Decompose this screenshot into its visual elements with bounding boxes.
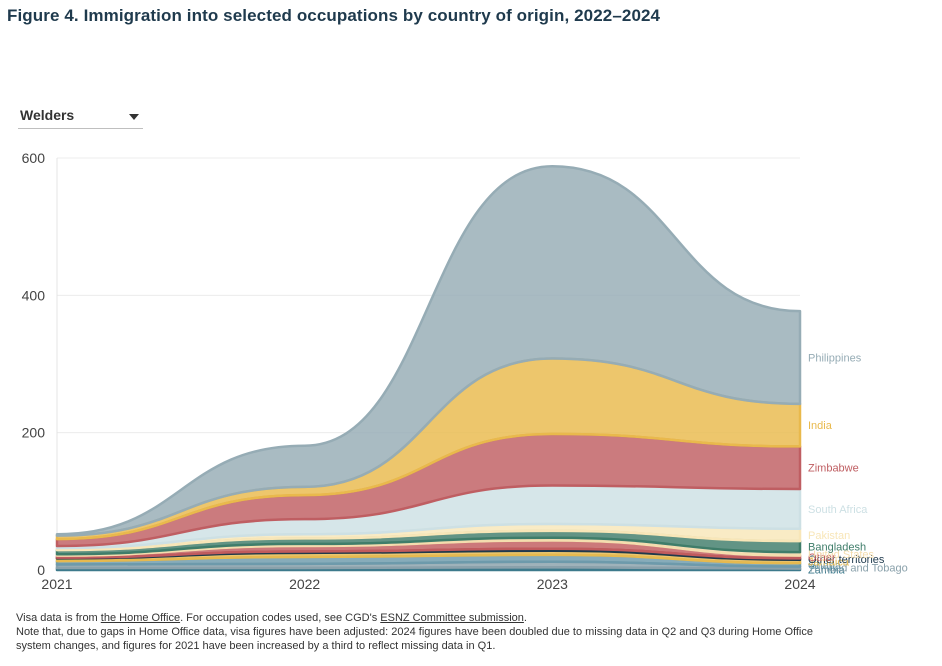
- esnz-submission-link[interactable]: ESNZ Committee submission: [380, 612, 524, 624]
- footer-notes: Visa data is from the Home Office. For o…: [16, 611, 926, 653]
- footer-text: .: [523, 612, 527, 624]
- footer-line-source: Visa data is from the Home Office. For o…: [16, 611, 926, 625]
- chevron-down-icon[interactable]: [129, 114, 139, 120]
- series-label-jamaica: Jamaica: [808, 556, 850, 568]
- footer-line-note-cont: system changes, and figures for 2021 hav…: [16, 640, 496, 652]
- y-tick-label: 400: [22, 287, 46, 303]
- area-philippines: [55, 164, 802, 537]
- y-axis: 0 200 400 600: [22, 150, 46, 578]
- home-office-link[interactable]: the Home Office: [100, 612, 181, 624]
- footer-line-note: Note that, due to gaps in Home Office da…: [16, 626, 813, 638]
- series-label-ghana: Ghana: [808, 560, 842, 572]
- series-label-zambia: Zambia: [808, 564, 846, 576]
- area-series: [55, 164, 802, 572]
- y-tick-label: 200: [22, 425, 46, 441]
- footer-text: Visa data is from: [16, 612, 101, 624]
- chart-title: Figure 4. Immigration into selected occu…: [7, 6, 661, 25]
- series-label-trinidad-and-tobago: Trinidad and Tobago: [808, 563, 908, 575]
- series-label-bangladesh: Bangladesh: [808, 542, 866, 554]
- y-tick-label: 0: [37, 562, 45, 578]
- series-label-south-africa: South Africa: [808, 504, 868, 516]
- x-axis: 2021 2022 2023 2024: [41, 576, 815, 592]
- series-label-india: India: [808, 420, 833, 432]
- x-tick-label: 2024: [784, 576, 815, 592]
- occupation-dropdown-value: Welders: [20, 107, 75, 123]
- series-label-united-states: United States: [808, 549, 875, 561]
- occupation-dropdown[interactable]: Welders: [18, 104, 143, 129]
- y-tick-label: 600: [22, 150, 46, 166]
- series-label-other: Other: [808, 552, 836, 564]
- series-label-pakistan: Pakistan: [808, 530, 850, 542]
- x-tick-label: 2021: [41, 576, 72, 592]
- x-tick-label: 2023: [537, 576, 568, 592]
- stacked-area-chart: 0 200 400 600 2021 2022 2023 2024 ZambiaTrinid…: [22, 150, 908, 592]
- series-label-other-territories: Other territories: [808, 554, 885, 566]
- series-label-zimbabwe: Zimbabwe: [808, 463, 859, 475]
- footer-text: . For occupation codes used, see CGD's: [180, 612, 381, 624]
- series-label-philippines: Philippines: [808, 352, 862, 364]
- x-tick-label: 2022: [289, 576, 320, 592]
